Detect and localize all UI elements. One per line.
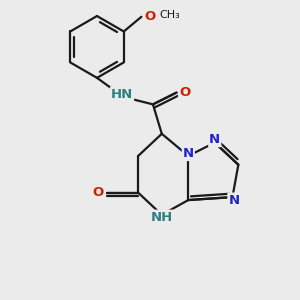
Text: O: O bbox=[144, 10, 155, 23]
Text: CH₃: CH₃ bbox=[160, 10, 180, 20]
Text: N: N bbox=[183, 147, 194, 160]
Text: O: O bbox=[179, 86, 190, 99]
Text: O: O bbox=[93, 186, 104, 199]
Text: N: N bbox=[209, 133, 220, 146]
Text: HN: HN bbox=[111, 88, 133, 100]
Text: NH: NH bbox=[151, 211, 173, 224]
Text: N: N bbox=[228, 194, 239, 207]
